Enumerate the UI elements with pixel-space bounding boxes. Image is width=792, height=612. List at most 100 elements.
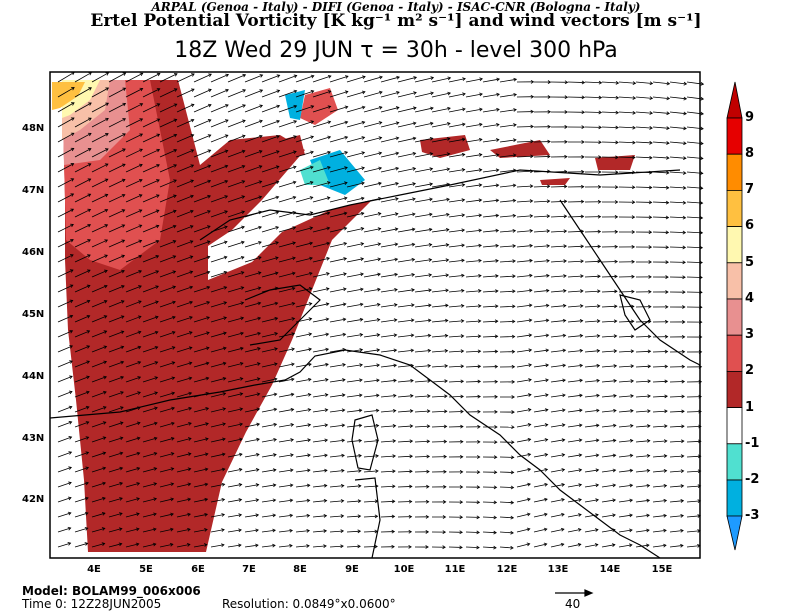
wind-vector	[125, 482, 140, 488]
wind-vector	[550, 320, 566, 323]
wind-vector-head	[631, 245, 636, 249]
wind-vector-head	[698, 364, 703, 369]
wind-vector	[312, 485, 327, 488]
wind-vector	[159, 331, 176, 338]
wind-vector	[108, 239, 125, 248]
wind-vector	[584, 439, 599, 443]
wind-vector-head	[341, 393, 346, 398]
wind-vector	[261, 499, 276, 503]
wind-vector-head	[171, 406, 175, 411]
wind-vector	[176, 483, 191, 488]
wind-vector-head	[529, 169, 534, 174]
wind-vector-head	[119, 512, 123, 516]
wind-vector	[431, 92, 451, 98]
wind-vector-head	[529, 199, 534, 203]
wind-vector	[295, 484, 310, 488]
wind-vector-head	[460, 349, 465, 354]
wind-vector-head	[272, 468, 277, 472]
wind-vector	[278, 408, 294, 413]
wind-vector-head	[291, 347, 295, 352]
wind-vector	[57, 315, 73, 323]
wind-vector-head	[698, 409, 702, 414]
wind-vector	[193, 180, 211, 188]
wind-vector	[176, 331, 193, 338]
wind-vector	[244, 347, 261, 353]
reference-vector	[555, 589, 594, 597]
wind-vector	[227, 195, 245, 203]
wind-vector-head	[343, 257, 348, 261]
wind-vector	[380, 410, 396, 413]
wind-vector	[176, 286, 193, 293]
wind-vector-head	[511, 364, 516, 369]
wind-vector	[159, 452, 174, 458]
wind-vector	[397, 380, 414, 383]
wind-vector-head	[477, 334, 482, 339]
wind-vector-head	[561, 497, 565, 502]
wind-vector	[465, 184, 482, 188]
wind-vector-head	[682, 290, 686, 295]
wind-vector-head	[291, 362, 295, 367]
wind-vector-head	[69, 284, 74, 288]
wind-vector	[329, 470, 345, 473]
wind-vector-head	[699, 201, 704, 205]
wind-vector-head	[394, 287, 398, 292]
wind-vector	[550, 498, 565, 503]
wind-vector	[652, 126, 670, 129]
wind-vector-head	[86, 284, 91, 289]
wind-vector-head	[528, 288, 533, 293]
wind-vector-head	[84, 527, 89, 531]
wind-vector-head	[596, 363, 601, 368]
wind-vector-head	[547, 95, 552, 99]
wind-vector	[652, 485, 667, 488]
wind-vector	[363, 455, 379, 458]
wind-vector-head	[529, 273, 533, 278]
wind-vector-head	[425, 530, 430, 534]
wind-vector	[397, 137, 416, 143]
wind-vector	[329, 454, 345, 458]
wind-vector	[669, 126, 687, 129]
wind-vector	[176, 392, 192, 398]
wind-vector-head	[137, 360, 142, 365]
wind-vector	[108, 452, 123, 458]
wind-vector	[312, 515, 327, 518]
wind-vector	[74, 436, 89, 443]
wind-vector-head	[291, 271, 296, 276]
wind-vector-head	[477, 349, 482, 354]
wind-vector	[57, 178, 74, 188]
wind-vector	[312, 439, 328, 443]
wind-vector	[159, 179, 177, 188]
wind-vector	[414, 198, 433, 203]
wind-vector	[584, 529, 599, 533]
wind-vector	[601, 469, 616, 473]
wind-vector	[227, 271, 244, 278]
wind-vector-head	[360, 196, 365, 201]
wind-vector	[57, 224, 74, 233]
wind-vector-head	[561, 408, 566, 413]
wind-vector-head	[632, 81, 637, 85]
wind-vector	[567, 364, 583, 368]
wind-vector-head	[105, 117, 109, 122]
wind-vector-head	[579, 348, 584, 353]
wind-vector	[465, 229, 482, 233]
wind-vector	[125, 407, 141, 413]
wind-vector	[567, 216, 584, 218]
wind-vector	[57, 512, 71, 518]
wind-vector	[482, 169, 499, 173]
wind-vector	[210, 119, 229, 128]
wind-vector-head	[239, 361, 244, 366]
wind-vector	[516, 483, 531, 488]
wind-vector-head	[665, 170, 670, 175]
wind-vector-head	[630, 334, 635, 339]
wind-vector	[108, 331, 124, 338]
wind-vector	[499, 94, 517, 98]
wind-vector	[125, 164, 143, 173]
wind-vector	[142, 422, 158, 428]
wind-vector	[635, 425, 650, 428]
wind-vector	[176, 180, 194, 188]
colorbar-band	[726, 226, 743, 264]
wind-vector	[363, 334, 380, 338]
wind-vector	[176, 468, 191, 473]
wind-vector	[482, 516, 497, 519]
wind-vector-head	[309, 241, 314, 246]
wind-vector	[108, 118, 126, 128]
